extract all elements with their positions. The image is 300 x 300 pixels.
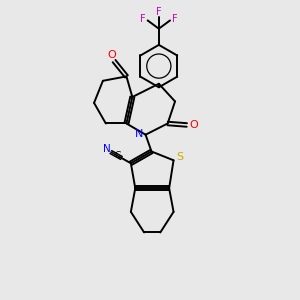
Text: F: F <box>156 7 162 17</box>
Text: N: N <box>135 129 143 139</box>
Text: F: F <box>140 14 146 24</box>
Text: F: F <box>172 14 178 24</box>
Text: N: N <box>103 144 111 154</box>
Text: O: O <box>107 50 116 60</box>
Text: S: S <box>176 152 183 162</box>
Text: O: O <box>189 120 198 130</box>
Text: C: C <box>114 151 120 160</box>
